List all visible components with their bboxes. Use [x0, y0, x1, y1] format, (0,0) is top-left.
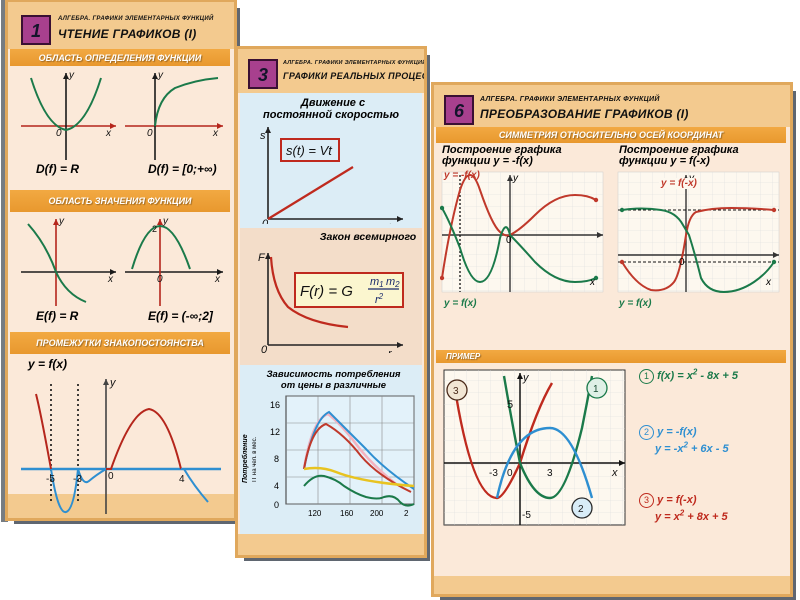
- svg-text:3: 3: [453, 386, 459, 397]
- svg-text:0: 0: [679, 257, 685, 268]
- svg-text:y: y: [162, 216, 169, 227]
- svg-text:0: 0: [108, 471, 114, 482]
- svg-text:y: y: [109, 377, 117, 389]
- svg-text:F: F: [258, 252, 266, 264]
- svg-text:y: y: [157, 70, 164, 81]
- svg-text:x: x: [214, 274, 221, 285]
- svg-text:y: y: [68, 70, 75, 81]
- svg-text:x: x: [105, 128, 112, 139]
- svg-text:t: t: [388, 222, 392, 224]
- svg-text:0: 0: [147, 128, 153, 139]
- svg-text:0: 0: [262, 218, 269, 224]
- svg-text:4: 4: [274, 481, 279, 491]
- svg-text:0: 0: [274, 500, 279, 510]
- svg-text:0: 0: [506, 235, 512, 246]
- svg-text:0: 0: [56, 128, 62, 139]
- svg-text:2: 2: [578, 504, 584, 515]
- svg-text:2: 2: [404, 509, 409, 518]
- svg-text:r: r: [388, 348, 393, 353]
- svg-text:0: 0: [507, 468, 513, 479]
- svg-text:x: x: [212, 128, 219, 139]
- svg-text:5: 5: [507, 399, 513, 411]
- svg-text:4: 4: [179, 474, 185, 485]
- svg-text:16: 16: [270, 400, 280, 410]
- svg-text:y: y: [512, 173, 519, 184]
- svg-text:160: 160: [340, 509, 354, 518]
- svg-text:x: x: [765, 277, 772, 288]
- svg-text:F(r) = G: F(r) = G: [300, 283, 353, 300]
- svg-text:120: 120: [308, 509, 322, 518]
- svg-text:x: x: [611, 467, 618, 479]
- svg-text:s: s: [260, 130, 266, 142]
- svg-text:s(t) = Vt: s(t) = Vt: [286, 143, 333, 158]
- svg-text:-3: -3: [489, 468, 498, 479]
- svg-text:0: 0: [157, 274, 163, 285]
- svg-text:-5: -5: [522, 510, 531, 521]
- svg-text:-3: -3: [73, 474, 82, 485]
- svg-text:1: 1: [593, 384, 599, 395]
- svg-text:x: x: [589, 277, 596, 288]
- svg-text:2: 2: [152, 224, 157, 234]
- svg-text:3: 3: [547, 468, 553, 479]
- svg-text:-5: -5: [46, 474, 55, 485]
- svg-text:12: 12: [270, 427, 280, 437]
- svg-text:200: 200: [370, 509, 384, 518]
- svg-text:8: 8: [274, 454, 279, 464]
- svg-text:x: x: [107, 274, 114, 285]
- svg-text:0: 0: [261, 344, 268, 353]
- svg-text:y: y: [58, 216, 65, 227]
